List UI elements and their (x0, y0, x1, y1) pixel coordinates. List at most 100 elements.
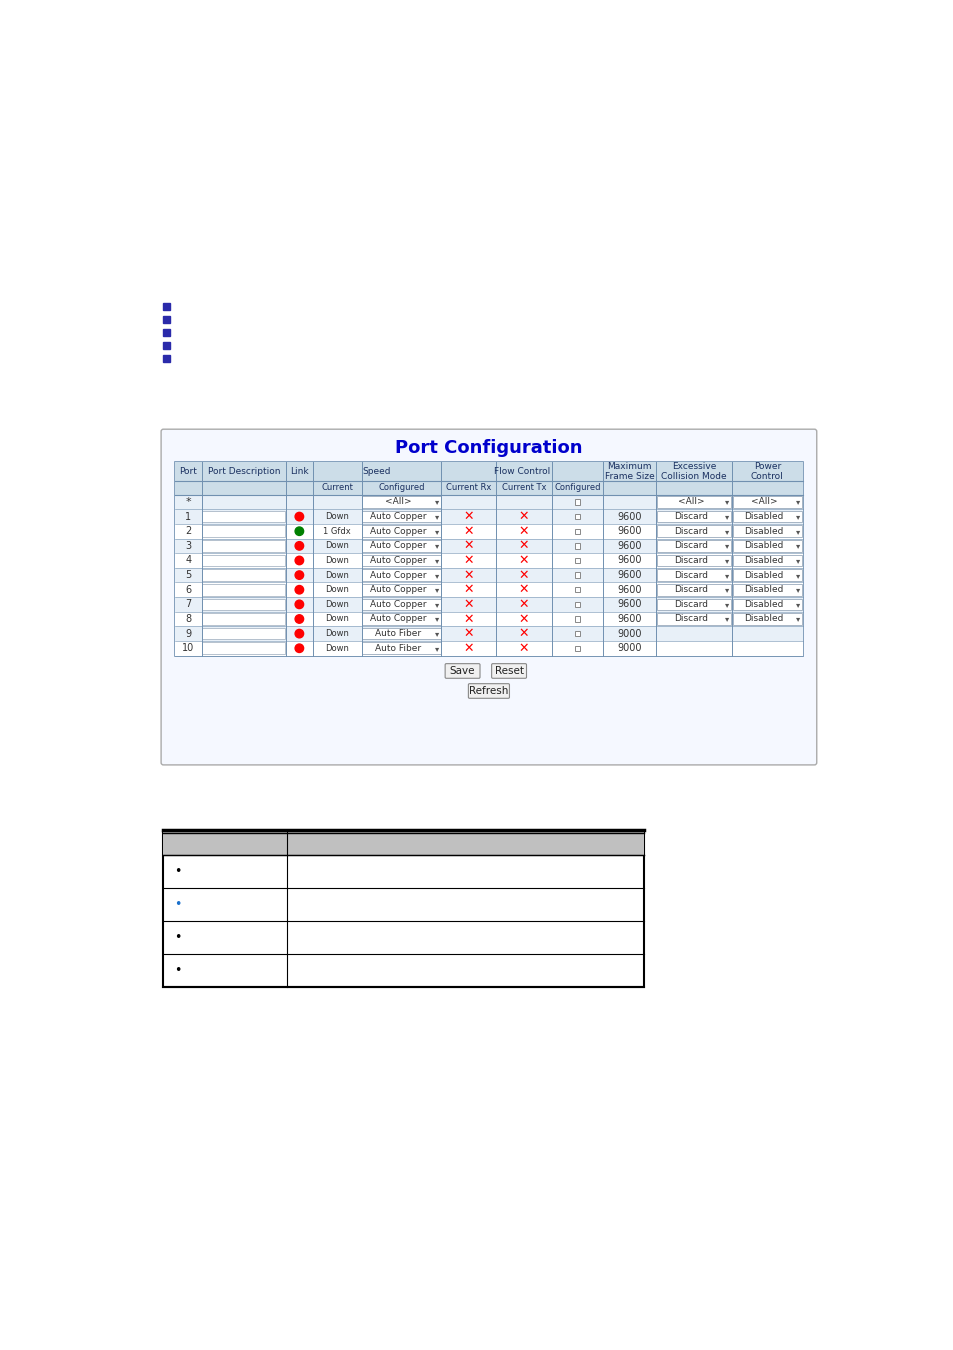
Text: ✕: ✕ (518, 525, 529, 537)
Text: 1 Gfdx: 1 Gfdx (323, 526, 351, 536)
Bar (732, 570, 801, 580)
Text: Discard: Discard (673, 526, 707, 536)
Bar (163, 316, 171, 323)
Bar (732, 598, 801, 610)
Text: ▾: ▾ (435, 526, 438, 536)
Text: Disabled: Disabled (743, 586, 783, 594)
Text: 3: 3 (185, 541, 192, 551)
Text: ✕: ✕ (518, 568, 529, 582)
Text: ▾: ▾ (795, 526, 800, 536)
Text: Refresh: Refresh (469, 686, 508, 697)
Text: Disabled: Disabled (743, 571, 783, 579)
Text: Excessive
Collision Mode: Excessive Collision Mode (660, 462, 726, 481)
Text: Save: Save (450, 666, 475, 676)
Bar (362, 628, 440, 640)
Text: Auto Fiber: Auto Fiber (375, 644, 421, 653)
Text: ✕: ✕ (518, 598, 529, 610)
Bar (657, 585, 730, 595)
Text: ▾: ▾ (795, 497, 800, 506)
Bar (362, 510, 440, 522)
Bar (174, 582, 802, 597)
Text: 9600: 9600 (617, 541, 641, 551)
Text: ▾: ▾ (724, 541, 728, 551)
Text: Auto Copper: Auto Copper (370, 586, 426, 594)
Text: ▾: ▾ (724, 497, 728, 506)
Text: Discard: Discard (673, 571, 707, 579)
Text: ▾: ▾ (724, 556, 728, 566)
Bar (362, 598, 440, 610)
Text: ✕: ✕ (518, 510, 529, 522)
Bar (202, 628, 285, 640)
Text: ✕: ✕ (518, 583, 529, 597)
Bar (202, 598, 285, 610)
Text: ✕: ✕ (518, 641, 529, 655)
Text: Disabled: Disabled (743, 512, 783, 521)
Bar (657, 510, 730, 522)
Bar (657, 598, 730, 610)
Bar (732, 540, 801, 552)
Text: 9600: 9600 (617, 585, 641, 595)
Circle shape (294, 541, 303, 549)
Text: Power
Control: Power Control (750, 462, 782, 481)
Text: Down: Down (325, 644, 349, 653)
Text: Auto Copper: Auto Copper (370, 526, 426, 536)
Text: ✕: ✕ (463, 641, 474, 655)
Text: ✕: ✕ (518, 628, 529, 640)
Circle shape (294, 526, 303, 536)
Text: ✕: ✕ (463, 510, 474, 522)
Bar (657, 613, 730, 625)
Text: Configured: Configured (377, 483, 424, 493)
Text: ✕: ✕ (463, 583, 474, 597)
FancyBboxPatch shape (161, 429, 816, 765)
Text: Current: Current (321, 483, 353, 493)
Bar (174, 641, 802, 656)
Text: 9600: 9600 (617, 555, 641, 566)
Text: ✕: ✕ (463, 628, 474, 640)
Bar (732, 555, 801, 566)
Text: 4: 4 (185, 555, 192, 566)
Bar (574, 630, 579, 636)
Text: Port Description: Port Description (208, 467, 280, 477)
Text: 1: 1 (185, 512, 192, 521)
Bar (163, 832, 643, 855)
Bar (362, 643, 440, 653)
Text: 9000: 9000 (617, 643, 641, 653)
Bar (174, 539, 802, 553)
Bar (174, 524, 802, 539)
Bar (732, 525, 801, 537)
Text: •: • (173, 964, 181, 977)
Text: ▾: ▾ (795, 586, 800, 594)
Text: Discard: Discard (673, 556, 707, 566)
Bar (657, 540, 730, 552)
Bar (732, 497, 801, 508)
Bar (574, 572, 579, 578)
Text: ▾: ▾ (435, 586, 438, 594)
Bar (362, 497, 440, 508)
Text: •: • (173, 898, 181, 911)
Text: 10: 10 (182, 643, 194, 653)
Text: <All>: <All> (677, 497, 703, 506)
Bar (657, 497, 730, 508)
Circle shape (294, 586, 303, 594)
Text: ▾: ▾ (724, 526, 728, 536)
Circle shape (294, 629, 303, 637)
Text: ▾: ▾ (435, 541, 438, 551)
Text: ✕: ✕ (463, 613, 474, 625)
Text: ✕: ✕ (518, 554, 529, 567)
Text: Down: Down (325, 586, 349, 594)
Text: Current Rx: Current Rx (446, 483, 491, 493)
Text: 7: 7 (185, 599, 192, 609)
Text: ▾: ▾ (724, 512, 728, 521)
Text: 9: 9 (185, 629, 192, 639)
Text: Auto Copper: Auto Copper (370, 541, 426, 551)
Text: 9600: 9600 (617, 512, 641, 521)
Text: ▾: ▾ (795, 541, 800, 551)
Text: •: • (173, 865, 181, 878)
Text: ▾: ▾ (435, 614, 438, 624)
Text: ✕: ✕ (463, 540, 474, 552)
Bar (574, 514, 579, 520)
Text: ▾: ▾ (795, 512, 800, 521)
Text: ▾: ▾ (435, 497, 438, 506)
Text: 2: 2 (185, 526, 192, 536)
Text: Auto Copper: Auto Copper (370, 556, 426, 566)
